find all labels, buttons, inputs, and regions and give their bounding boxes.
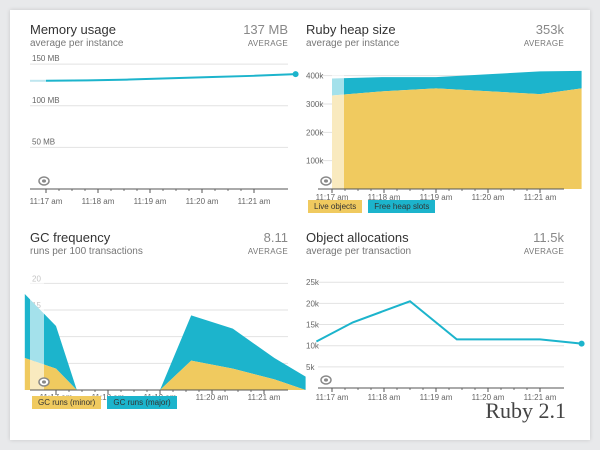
y-tick-label: 150 MB <box>32 54 60 63</box>
panel-title: Ruby heap size <box>306 22 396 37</box>
legend-live-objects[interactable]: Live objects <box>308 200 363 213</box>
y-tick-label: 5k <box>306 363 315 372</box>
y-tick-label: 200k <box>306 128 324 137</box>
y-tick-label: 25k <box>306 278 320 287</box>
range-handle-dot <box>42 380 46 384</box>
series-end-point <box>578 340 585 347</box>
area-series-free-heap-slots <box>332 70 582 96</box>
x-tick-label: 11:21 am <box>238 197 271 206</box>
ruby-version-label: Ruby 2.1 <box>485 398 566 423</box>
series-line <box>315 300 582 345</box>
x-tick-label: 11:20 am <box>472 193 505 202</box>
y-tick-label: 400k <box>306 72 324 81</box>
object-allocations-panel: Object allocations average per transacti… <box>306 230 585 430</box>
x-tick-label: 11:19 am <box>420 193 453 202</box>
panel-average-value: 8.11 <box>263 230 288 245</box>
panel-subtitle: average per instance <box>306 38 400 49</box>
area-series-live-objects <box>332 88 582 189</box>
series-line <box>45 73 296 82</box>
legend-gc-runs-minor[interactable]: GC runs (minor) <box>32 396 102 409</box>
x-tick-label: 11:17 am <box>316 193 349 202</box>
series-end-point <box>292 71 299 78</box>
panel-average-label: AVERAGE <box>523 39 564 48</box>
chart-legend: Live objects Free heap slots <box>308 200 436 213</box>
range-handle-dot <box>42 179 46 183</box>
panel-average-label: AVERAGE <box>247 39 288 48</box>
panel-title: Memory usage <box>30 22 116 37</box>
object-allocations-chart: 5k 10k 15k 20k 25k 11:17 am 11:18 am 11:19 am 11… <box>306 278 585 402</box>
x-tick-label: 11:21 am <box>524 393 557 402</box>
dashboard-frame: Memory usage average per instance 137 MB… <box>10 10 590 440</box>
panel-subtitle: runs per 100 transactions <box>30 246 143 257</box>
panel-average-label: AVERAGE <box>523 247 564 256</box>
x-tick-label: 11:18 am <box>368 393 401 402</box>
x-tick-label: 11:19 am <box>420 393 453 402</box>
legend-gc-runs-major[interactable]: GC runs (major) <box>107 396 177 409</box>
legend-free-heap-slots[interactable]: Free heap slots <box>368 200 436 213</box>
area-series-gc-runs-minor <box>24 358 306 390</box>
x-tick-label: 11:21 am <box>248 393 281 402</box>
y-tick-label: 100 MB <box>32 96 60 105</box>
x-tick-label: 11:19 am <box>134 197 167 206</box>
area-series-gc-runs-major <box>24 294 306 390</box>
panel-title: Object allocations <box>306 230 409 245</box>
panel-average-value: 11.5k <box>533 230 564 245</box>
ruby-heap-size-panel: Ruby heap size average per instance 353k… <box>306 22 582 222</box>
y-tick-label: 15k <box>306 321 320 330</box>
y-tick-label: 20k <box>306 299 320 308</box>
panel-subtitle: average per instance <box>30 38 124 49</box>
range-handle-dot <box>324 179 328 183</box>
chart-legend: GC runs (minor) GC runs (major) <box>32 396 177 409</box>
x-tick-label: 11:20 am <box>472 393 505 402</box>
panel-title: GC frequency <box>30 230 111 245</box>
x-tick-label: 11:20 am <box>196 393 229 402</box>
x-tick-label: 11:21 am <box>524 193 557 202</box>
x-tick-label: 11:20 am <box>186 197 219 206</box>
range-handle-dot <box>324 378 328 382</box>
y-tick-label: 10k <box>306 342 320 351</box>
y-tick-label: 50 MB <box>32 137 55 146</box>
gc-frequency-panel: GC frequency runs per 100 transactions 8… <box>24 230 306 430</box>
memory-usage-chart: 50 MB 100 MB 150 MB 11:17 am 11:18 am 11:19 a… <box>30 54 299 206</box>
y-tick-label: 300k <box>306 100 324 109</box>
x-tick-label: 11:17 am <box>316 393 349 402</box>
x-tick-label: 11:17 am <box>30 197 63 206</box>
ruby-heap-size-chart: 100k 200k 300k 400k 11:17 am 11:18 am 11:19 am… <box>306 60 582 202</box>
y-tick-label: 100k <box>306 157 324 166</box>
panel-average-value: 137 MB <box>243 22 288 37</box>
x-tick-label: 11:18 am <box>82 197 115 206</box>
faded-range-overlay <box>30 268 44 390</box>
faded-range-overlay <box>332 60 344 189</box>
memory-usage-panel: Memory usage average per instance 137 MB… <box>30 22 299 222</box>
panel-average-label: AVERAGE <box>247 247 288 256</box>
panel-subtitle: average per transaction <box>306 246 412 257</box>
x-tick-label: 11:18 am <box>368 193 401 202</box>
panel-average-value: 353k <box>535 22 564 37</box>
